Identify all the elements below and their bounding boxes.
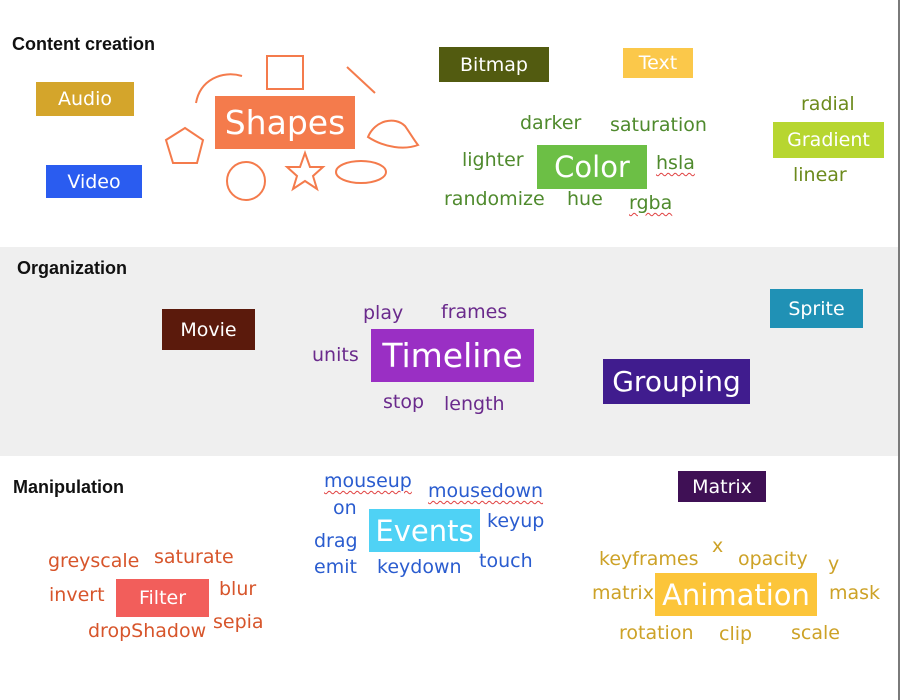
gradient-word-linear: linear (793, 164, 847, 186)
matrix-box: Matrix (678, 471, 766, 502)
pentagon-shape-icon (164, 126, 205, 164)
color-word-rgba: rgba (629, 192, 673, 214)
events-word-touch: touch (479, 550, 533, 572)
filter-word-dropshadow: dropShadow (88, 620, 207, 642)
content-creation-band (0, 0, 898, 247)
ellipse-shape-icon (335, 160, 387, 184)
color-word-hue: hue (567, 188, 603, 210)
grouping-box: Grouping (603, 359, 750, 404)
events-word-drag: drag (314, 530, 358, 552)
timeline-box: Timeline (371, 329, 534, 382)
timeline-word-units: units (312, 344, 359, 366)
section-title-manipulation: Manipulation (13, 477, 124, 497)
timeline-word-stop: stop (383, 391, 425, 413)
right-border (898, 0, 900, 700)
star-shape-icon (284, 150, 326, 192)
sprite-box: Sprite (770, 289, 863, 328)
filter-word-invert: invert (49, 584, 105, 606)
shape-outlines-cluster (164, 55, 420, 201)
events-word-mousedown: mousedown (428, 480, 544, 502)
color-word-saturation: saturation (610, 114, 707, 136)
animation-word-mask: mask (829, 582, 881, 604)
events-word-emit: emit (314, 556, 357, 578)
timeline-word-frames: frames (441, 301, 508, 323)
animation-word-opacity: opacity (738, 548, 808, 570)
video-box: Video (46, 165, 142, 198)
timeline-word-length: length (444, 393, 505, 415)
filter-word-saturate: saturate (154, 546, 234, 568)
events-box: Events (369, 509, 480, 552)
timeline-word-play: play (363, 302, 404, 324)
shapes-box: Shapes (215, 96, 355, 149)
animation-box: Animation (655, 573, 817, 616)
events-word-mouseup: mouseup (324, 470, 412, 492)
movie-box: Movie (162, 309, 255, 350)
filter-word-sepia: sepia (213, 611, 264, 633)
animation-word-clip: clip (719, 623, 753, 645)
color-word-lighter: lighter (462, 149, 524, 171)
animation-word-matrix: matrix (592, 582, 654, 604)
square-shape-icon (266, 55, 304, 90)
circle-shape-icon (226, 161, 266, 201)
line-shape-icon (346, 66, 376, 94)
filter-box: Filter (116, 579, 209, 617)
events-word-on: on (333, 497, 357, 519)
color-word-randomize: randomize (444, 188, 545, 210)
bitmap-box: Bitmap (439, 47, 549, 82)
animation-word-keyframes: keyframes (599, 548, 699, 570)
animation-word-scale: scale (791, 622, 840, 644)
gradient-word-radial: radial (801, 93, 855, 115)
section-title-organization: Organization (17, 258, 128, 278)
section-title-content-creation: Content creation (12, 34, 156, 54)
filter-word-blur: blur (219, 578, 257, 600)
arc-shape-icon (195, 73, 243, 104)
events-word-keydown: keydown (377, 556, 462, 578)
gradient-box: Gradient (773, 122, 884, 158)
blob-shape-icon (366, 119, 420, 149)
animation-word-y: y (828, 553, 840, 575)
color-word-hsla: hsla (656, 152, 695, 174)
animation-word-x: x (712, 535, 724, 557)
color-box: Color (537, 145, 647, 189)
animation-word-rotation: rotation (619, 622, 694, 644)
text-box: Text (623, 48, 693, 78)
audio-box: Audio (36, 82, 134, 116)
color-word-darker: darker (520, 112, 582, 134)
filter-word-greyscale: greyscale (48, 550, 140, 572)
events-word-keyup: keyup (487, 510, 545, 532)
